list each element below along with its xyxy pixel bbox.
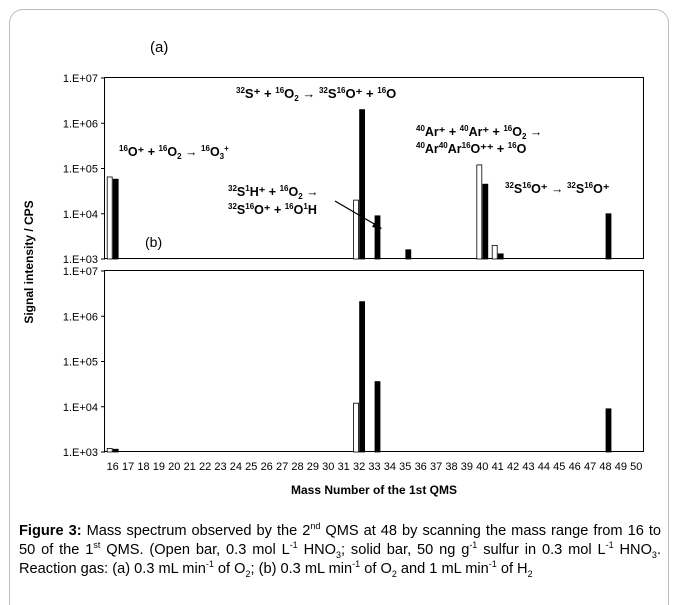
open-bar-16 — [106, 176, 113, 260]
y-axis-a: 1.E+03 1.E+04 1.E+05 1.E+06 1.E+07 — [63, 73, 105, 266]
x-tick-label: 37 — [430, 461, 442, 473]
x-tick-label: 46 — [569, 461, 581, 473]
x-tick-label: 28 — [291, 461, 303, 473]
solid-bar-32 — [359, 109, 366, 260]
y-tick-label: 1.E+04 — [63, 402, 98, 414]
x-tick-label: 39 — [461, 461, 473, 473]
panel-label-b: (b) — [145, 234, 162, 250]
open-bar-16 — [106, 448, 113, 453]
x-tick-label: 25 — [245, 461, 257, 473]
solid-bar-33 — [374, 215, 381, 260]
x-tick-label: 18 — [137, 461, 149, 473]
x-tick-label: 23 — [214, 461, 226, 473]
y-tick-label: 1.E+06 — [63, 311, 98, 323]
x-tick-label: 36 — [415, 461, 427, 473]
solid-bar-35 — [405, 249, 412, 260]
panel-a-plot-area — [104, 77, 644, 259]
solid-bar-48 — [605, 408, 612, 453]
x-tick-label: 24 — [230, 461, 242, 473]
annotation-so48: 32S16O⁺ → 32S16O⁺ — [505, 181, 610, 196]
annotation-arrow — [334, 200, 377, 226]
annotation-arrowhead — [372, 220, 382, 229]
x-tick-label: 45 — [553, 461, 565, 473]
x-tick-label: 33 — [368, 461, 380, 473]
x-tick-label: 31 — [338, 461, 350, 473]
x-tick-label: 50 — [630, 461, 642, 473]
x-tick-label: 34 — [384, 461, 396, 473]
y-axis-b: 1.E+03 1.E+04 1.E+05 1.E+06 1.E+07 — [63, 266, 105, 459]
x-tick-label: 44 — [538, 461, 550, 473]
solid-bar-41 — [497, 253, 504, 260]
mass-spectrum-chart: 1.E+031.E+041.E+051.E+061.E+07 1.E+031.E… — [22, 39, 644, 497]
x-tick-label: 35 — [399, 461, 411, 473]
annotation-o3: 16O⁺ + 16O2 → 16O3+ — [119, 144, 229, 161]
solid-bar-40 — [482, 183, 489, 260]
y-tick-label: 1.E+07 — [63, 73, 98, 85]
bars-panel-b — [106, 301, 612, 453]
x-tick-label: 48 — [599, 461, 611, 473]
x-tick-label: 17 — [122, 461, 134, 473]
y-axis-title: Signal intensity / CPS — [22, 200, 36, 323]
panel-b-plot-area — [104, 270, 644, 452]
y-tick-label: 1.E+06 — [63, 118, 98, 130]
solid-bar-32 — [359, 301, 366, 453]
open-bar-32 — [353, 199, 360, 260]
x-tick-label: 26 — [261, 461, 273, 473]
x-tick-label: 16 — [107, 461, 119, 473]
caption-label: Figure 3: — [19, 523, 82, 539]
figure-frame — [9, 9, 669, 605]
x-tick-label: 20 — [168, 461, 180, 473]
annotation-s32: 32S⁺ + 16O2 → 32S16O⁺ + 16O — [236, 86, 396, 103]
x-tick-label: 19 — [153, 461, 165, 473]
x-tick-label: 41 — [492, 461, 504, 473]
x-axis: 16 17 18 19 20 21 22 23 24 25 26 27 28 29 30 31 32 33 34 35… — [107, 461, 643, 473]
x-tick-label: 32 — [353, 461, 365, 473]
solid-bar-48 — [605, 213, 612, 260]
x-tick-label: 21 — [184, 461, 196, 473]
bars-panel-a — [106, 109, 612, 260]
solid-bar-16 — [112, 448, 119, 453]
x-tick-label: 29 — [307, 461, 319, 473]
y-tick-label: 1.E+03 — [63, 254, 98, 266]
x-tick-label: 38 — [445, 461, 457, 473]
annotation-ar-line2: 40Ar40Ar16O⁺⁺ + 16O — [416, 141, 527, 156]
y-tick-label: 1.E+05 — [63, 357, 98, 369]
x-tick-label: 40 — [476, 461, 488, 473]
x-tick-label: 49 — [615, 461, 627, 473]
x-tick-label: 47 — [584, 461, 596, 473]
x-tick-label: 22 — [199, 461, 211, 473]
open-bar-40 — [476, 164, 483, 260]
annotation-sh-line1: 32S1H⁺ + 16O2 → — [228, 184, 319, 201]
y-tick-label: 1.E+04 — [63, 209, 98, 221]
y-tick-label: 1.E+03 — [63, 447, 98, 459]
annotation-ar-line1: 40Ar⁺ + 40Ar⁺ + 16O2 → — [416, 124, 542, 141]
x-tick-label: 30 — [322, 461, 334, 473]
y-tick-label: 1.E+07 — [63, 266, 98, 278]
annotation-sh-line2: 32S16O⁺ + 16O1H — [228, 202, 317, 217]
y-tick-label: 1.E+05 — [63, 164, 98, 176]
panel-label-a: (a) — [150, 39, 168, 56]
solid-bar-33 — [374, 381, 381, 453]
figure-caption: Figure 3: Mass spectrum observed by the … — [19, 521, 661, 579]
x-tick-label: 43 — [522, 461, 534, 473]
open-bar-41 — [491, 244, 498, 260]
open-bar-32 — [353, 402, 360, 453]
solid-bar-16 — [112, 178, 119, 260]
x-tick-label: 42 — [507, 461, 519, 473]
x-tick-label: 27 — [276, 461, 288, 473]
x-axis-title: Mass Number of the 1st QMS — [291, 483, 457, 497]
